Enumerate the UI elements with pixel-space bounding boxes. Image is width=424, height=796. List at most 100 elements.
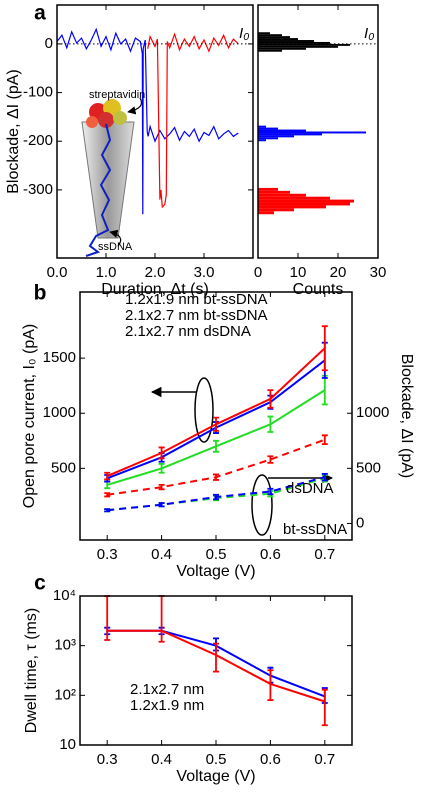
error-bar [213, 439, 219, 453]
histogram-bar [258, 129, 306, 132]
series-line [106, 389, 326, 486]
histogram-bar [258, 127, 278, 130]
x-axis-label: Voltage (V) [176, 563, 255, 580]
arrow [109, 229, 122, 247]
annotation: ssDNA [98, 241, 133, 253]
error-bar [321, 325, 328, 372]
panel-label: a [34, 2, 46, 25]
histogram-bar [258, 49, 282, 52]
histogram-bar [258, 199, 354, 203]
histogram-bar [258, 205, 326, 209]
y-tick-label: -300 [23, 181, 53, 198]
x-tick-label: 0.7 [314, 751, 335, 768]
error-bar [104, 492, 111, 498]
x-axis-label: Counts [293, 281, 344, 298]
y2-tick-label: 500 [356, 459, 381, 476]
histogram-bar [258, 40, 314, 42]
error-bar [267, 487, 274, 496]
y-tick-label: 10⁴ [53, 587, 76, 604]
reference-label: I₀ [239, 25, 250, 42]
y-tick-label: 0 [45, 35, 53, 52]
plot-frame [56, 4, 254, 259]
histogram-bar [258, 193, 306, 197]
error-bar [213, 493, 219, 501]
x-tick-label: 3.0 [194, 264, 215, 281]
error-bar [321, 472, 328, 482]
legend-label: 1.2x1.9 nm [130, 697, 204, 714]
streptavidin-protein [86, 99, 127, 128]
histogram-bar [258, 137, 278, 140]
histogram-bar [258, 47, 306, 50]
error-bar [213, 416, 219, 432]
error-bar [158, 483, 165, 491]
x-tick-label: 0.3 [97, 751, 118, 768]
x-tick-label: 0.6 [260, 751, 281, 768]
histogram-bar [258, 45, 338, 48]
x-tick-label: 0.4 [151, 751, 172, 768]
legend-label: 2.1x2.7 nm bt-ssDNA [125, 307, 268, 324]
error-bar [321, 688, 328, 727]
x-tick-label: 0 [254, 264, 262, 281]
histogram-bar [258, 211, 274, 215]
arrow [127, 97, 143, 115]
error-bar [213, 473, 219, 481]
error-bar [104, 471, 111, 481]
error-bar [267, 669, 274, 702]
error-bar [104, 508, 111, 513]
histogram-bar [258, 133, 322, 136]
histogram-bar [258, 38, 298, 41]
x-tick-label: 0.0 [47, 264, 68, 281]
panel-label: c [34, 572, 46, 595]
x-axis-label: Voltage (V) [176, 768, 255, 785]
y-tick-label: 1500 [43, 349, 76, 366]
error-bar [158, 502, 165, 508]
error-bar [267, 389, 274, 409]
histogram-bar [258, 190, 290, 194]
panel-label: b [34, 282, 47, 305]
x-tick-label: 0.7 [314, 546, 335, 563]
annotation: dsDNA [286, 480, 334, 497]
y-tick-label: -200 [23, 132, 53, 149]
trace [147, 32, 239, 209]
histogram-bar [258, 125, 266, 128]
plot-frame [79, 595, 353, 746]
error-bar [321, 374, 328, 406]
histogram-bar [258, 41, 330, 44]
histogram-bar [258, 32, 270, 35]
y-tick-label: 10² [54, 686, 76, 703]
legend-label: 2.1x2.7 nm [130, 681, 204, 698]
error-bar [213, 642, 219, 673]
annotation: streptavidin [89, 89, 145, 101]
y2-tick-label: 1000 [356, 404, 389, 421]
histogram-bar [258, 34, 282, 37]
series-line [106, 347, 326, 478]
histogram-bar [258, 139, 266, 142]
plot-frame [257, 4, 379, 259]
y-axis-label: Blockade, ΔI (pA) [5, 69, 22, 194]
x-tick-label: 20 [330, 264, 347, 281]
y-tick-label: -100 [23, 84, 53, 101]
error-bar [267, 415, 274, 433]
plot-frame [79, 291, 353, 541]
trace [56, 27, 239, 215]
error-bar [158, 463, 165, 474]
x-tick-label: 0.5 [206, 546, 227, 563]
x-tick-label: 30 [370, 264, 387, 281]
ssdna-strand [85, 123, 112, 257]
legend-label: 1.2x1.9 nm bt-ssDNA [125, 291, 268, 308]
x-tick-label: 0.5 [206, 751, 227, 768]
y2-axis-label: Blockade, ΔI (pA) [398, 354, 415, 479]
histogram-bar [258, 43, 350, 46]
error-bar [267, 455, 274, 464]
histogram-bar [258, 36, 290, 39]
histogram-bar [258, 196, 330, 200]
y-tick-label: 10³ [54, 637, 76, 654]
inset-illustration [81, 97, 143, 257]
y-tick-label: 500 [51, 459, 76, 476]
histogram-bar [258, 208, 294, 212]
histogram-bar [258, 135, 294, 138]
y2-tick-label: 0 [356, 514, 364, 531]
y-tick-label: 1000 [43, 404, 76, 421]
y-axis-label: Dwell time, τ (ms) [23, 608, 40, 733]
